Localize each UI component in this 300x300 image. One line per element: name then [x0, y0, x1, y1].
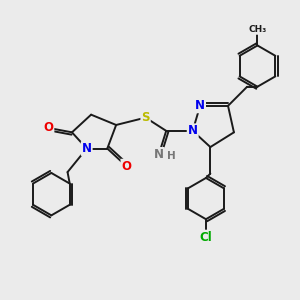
Text: N: N [195, 99, 205, 112]
Text: S: S [141, 111, 150, 124]
Text: H: H [167, 151, 176, 161]
Text: CH₃: CH₃ [248, 25, 267, 34]
Text: O: O [44, 122, 53, 134]
Text: Cl: Cl [200, 231, 212, 244]
Text: N: N [154, 148, 164, 161]
Text: O: O [122, 160, 131, 173]
Text: N: N [188, 124, 198, 137]
Text: N: N [82, 142, 92, 155]
